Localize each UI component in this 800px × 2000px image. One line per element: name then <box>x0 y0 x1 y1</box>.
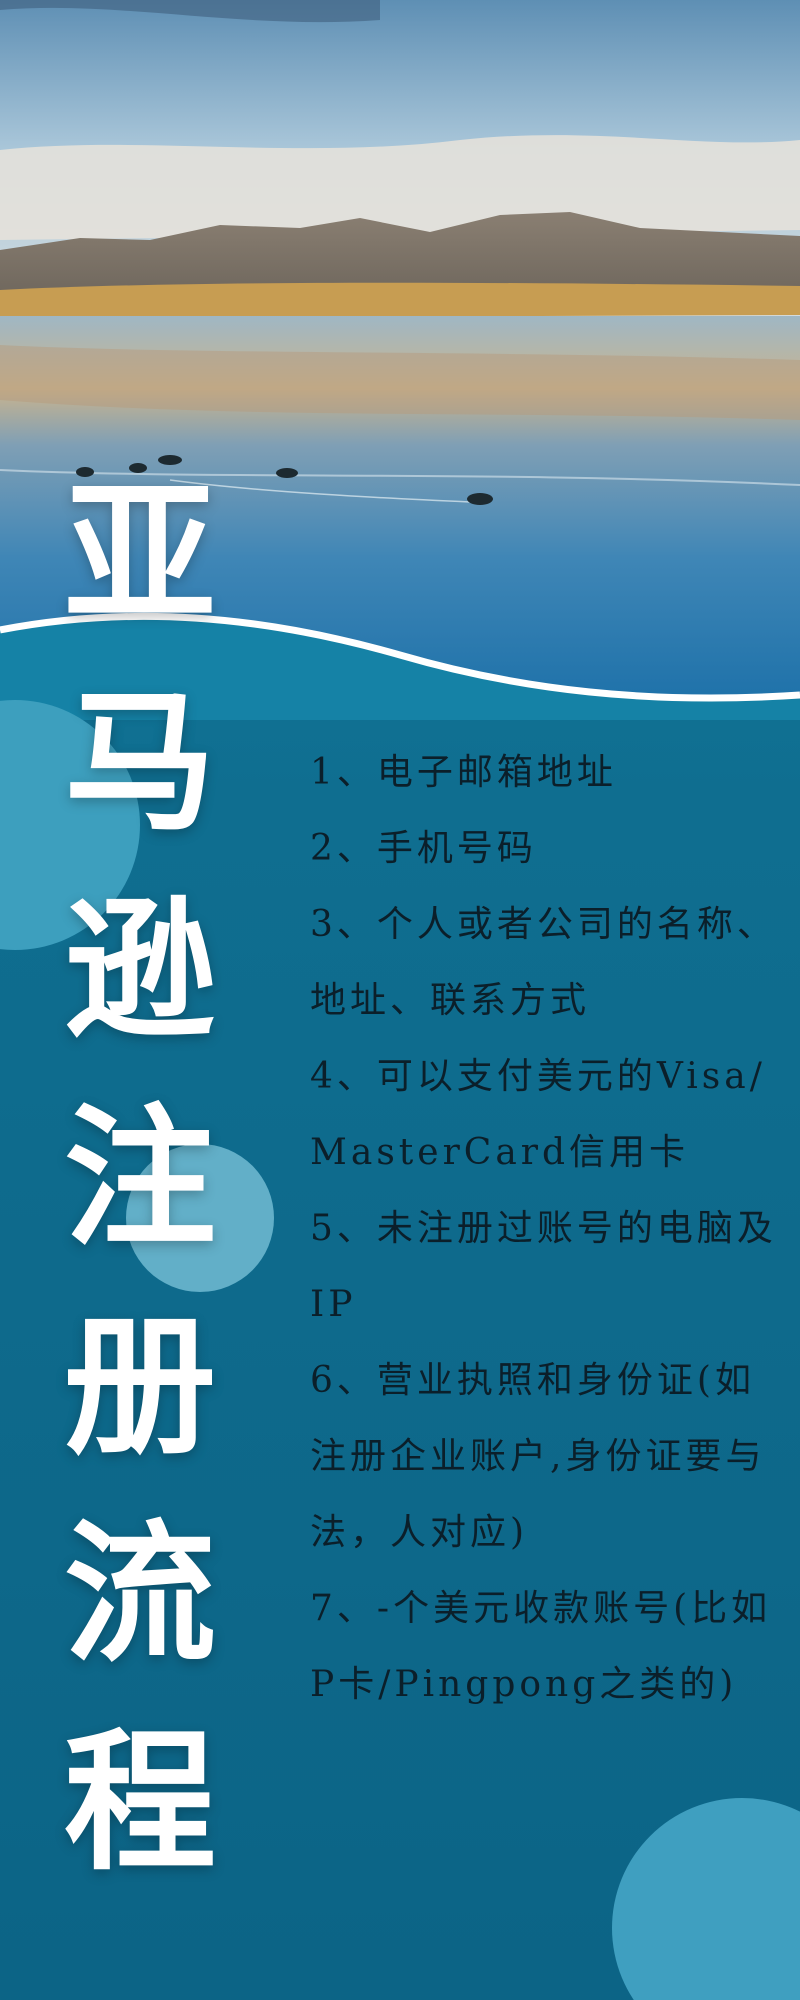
title-char: 程 <box>64 1712 216 1891</box>
requirement-item: 1、电子邮箱地址 <box>310 752 617 793</box>
decorative-circle <box>126 1144 274 1292</box>
title-char: 亚 <box>64 464 216 643</box>
title-char: 流 <box>64 1504 216 1683</box>
requirement-item: 2、手机号码 <box>310 828 537 869</box>
requirement-item: 5、未注册过账号的电脑及IP <box>310 1208 777 1325</box>
requirement-item: 3、个人或者公司的名称、地址、联系方式 <box>310 904 777 1021</box>
vertical-title: 亚 马 逊 注 册 流 程 <box>55 450 225 1906</box>
requirements-list: 1、电子邮箱地址 2、手机号码 3、个人或者公司的名称、地址、联系方式 4、可以… <box>310 735 780 1723</box>
title-char: 马 <box>64 672 216 851</box>
title-char: 注 <box>64 1088 216 1267</box>
title-char: 逊 <box>64 880 216 1059</box>
title-char: 册 <box>64 1296 216 1475</box>
decorative-circle <box>612 1798 800 2000</box>
requirement-item: 7、-个美元收款账号(比如P卡/Pingpong之类的) <box>310 1588 772 1705</box>
requirement-item: 6、营业执照和身份证(如注册企业账户,身份证要与法，人对应) <box>310 1360 766 1553</box>
lake-landscape-photo <box>0 0 800 720</box>
requirement-item: 4、可以支付美元的Visa/MasterCard信用卡 <box>310 1056 766 1173</box>
